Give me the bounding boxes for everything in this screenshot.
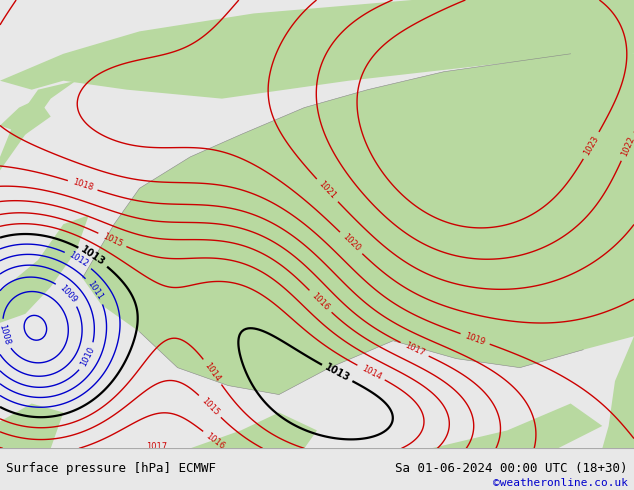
Text: 1015: 1015 — [101, 231, 124, 248]
Text: 1017: 1017 — [146, 442, 167, 451]
Text: Surface pressure [hPa] ECMWF: Surface pressure [hPa] ECMWF — [6, 462, 216, 475]
Polygon shape — [0, 404, 63, 448]
Text: 1009: 1009 — [57, 283, 78, 305]
Text: 1008: 1008 — [0, 323, 11, 345]
Polygon shape — [0, 98, 51, 135]
Text: 1011: 1011 — [86, 279, 105, 302]
Text: ©weatheronline.co.uk: ©weatheronline.co.uk — [493, 478, 628, 488]
Text: 1014: 1014 — [359, 364, 382, 381]
Text: 1021: 1021 — [317, 180, 338, 201]
Text: 1013: 1013 — [79, 245, 107, 268]
Text: 1015: 1015 — [199, 396, 221, 417]
Text: Sa 01-06-2024 00:00 UTC (18+30): Sa 01-06-2024 00:00 UTC (18+30) — [395, 462, 628, 475]
Text: 1020: 1020 — [340, 232, 362, 253]
Text: 1019: 1019 — [463, 331, 486, 346]
Polygon shape — [0, 215, 89, 323]
Text: 1012: 1012 — [67, 250, 90, 269]
Polygon shape — [0, 81, 76, 171]
Text: 1010: 1010 — [79, 345, 96, 368]
Polygon shape — [602, 336, 634, 448]
Text: 1023: 1023 — [582, 134, 600, 157]
Text: 1017: 1017 — [403, 341, 426, 358]
Polygon shape — [0, 0, 634, 98]
Text: 1016: 1016 — [310, 291, 331, 312]
Polygon shape — [82, 54, 634, 394]
Text: 1014: 1014 — [203, 361, 223, 383]
Text: 1022: 1022 — [619, 135, 634, 158]
Polygon shape — [190, 413, 317, 448]
Text: 1016: 1016 — [204, 431, 227, 451]
Polygon shape — [431, 404, 602, 448]
Text: 1018: 1018 — [71, 178, 94, 193]
Text: 1013: 1013 — [323, 362, 351, 384]
